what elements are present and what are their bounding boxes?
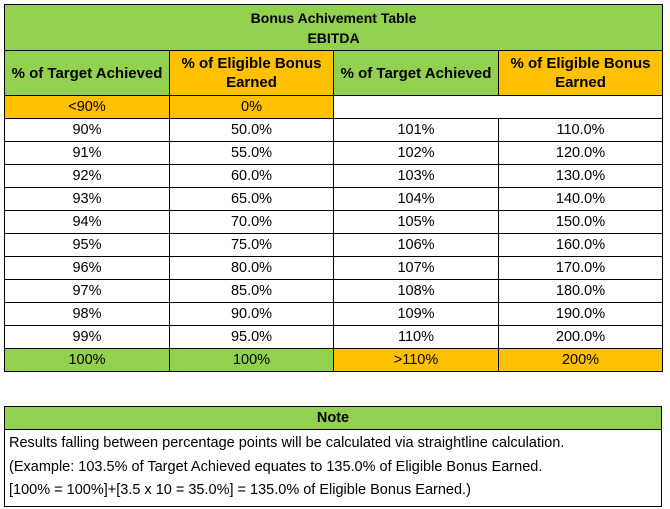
table-row: 99% 95.0% 110% 200.0% xyxy=(4,325,664,349)
cell-target: 101% xyxy=(333,118,499,142)
cell-bonus: 50.0% xyxy=(169,118,334,142)
cell-target: 93% xyxy=(4,187,170,211)
cell-target: 109% xyxy=(333,302,499,326)
cell-target: 104% xyxy=(333,187,499,211)
cell-target: 99% xyxy=(4,325,170,349)
cell-bonus: 80.0% xyxy=(169,256,334,280)
table-row: 94% 70.0% 105% 150.0% xyxy=(4,210,664,234)
cell-bonus: 170.0% xyxy=(497,256,664,280)
cell-bonus: 100% xyxy=(169,348,334,372)
header-bonus-earned-right: % of Eligible Bonus Earned xyxy=(497,50,664,96)
cell-bonus: 95.0% xyxy=(169,325,334,349)
table-row: 91% 55.0% 102% 120.0% xyxy=(4,141,664,165)
cell-bonus: 190.0% xyxy=(497,302,664,326)
table-row: 98% 90.0% 109% 190.0% xyxy=(4,302,664,326)
cell-target: 107% xyxy=(333,256,499,280)
cell-bonus: 55.0% xyxy=(169,141,334,165)
cell-bonus: 180.0% xyxy=(497,279,664,303)
cell-bonus: 90.0% xyxy=(169,302,334,326)
cell-bonus: 120.0% xyxy=(497,141,664,165)
cell-bonus: 65.0% xyxy=(169,187,334,211)
cell-bonus: 70.0% xyxy=(169,210,334,234)
cell-bonus: 150.0% xyxy=(497,210,664,234)
header-target-achieved-right: % of Target Achieved xyxy=(333,50,499,96)
cell-target: 100% xyxy=(4,348,170,372)
cell-target: 97% xyxy=(4,279,170,303)
cell-target: 98% xyxy=(4,302,170,326)
bonus-achievement-table: Bonus Achivement Table EBITDA % of Targe… xyxy=(3,4,664,372)
table-title-cell: Bonus Achivement Table EBITDA xyxy=(3,4,664,51)
table-subtitle: EBITDA xyxy=(307,29,360,46)
cell-bonus: 110.0% xyxy=(497,118,664,142)
cell-bonus: 75.0% xyxy=(169,233,334,257)
table-row: 100% 100% >110% 200% xyxy=(4,348,664,372)
cell-target: 103% xyxy=(333,164,499,188)
table-row: 90% 50.0% 101% 110.0% xyxy=(4,118,664,142)
cell-bonus: 160.0% xyxy=(497,233,664,257)
cell-bonus: 0% xyxy=(169,95,334,119)
note-line: Results falling between percentage point… xyxy=(9,435,565,451)
cell-target: >110% xyxy=(333,348,499,372)
cell-target: 92% xyxy=(4,164,170,188)
note-title: Note xyxy=(4,406,662,430)
table-row: 97% 85.0% 108% 180.0% xyxy=(4,279,664,303)
blank-cell xyxy=(332,95,664,119)
table-title: Bonus Achivement Table xyxy=(250,9,417,26)
cell-target: 110% xyxy=(333,325,499,349)
cell-bonus: 200% xyxy=(497,348,664,372)
table-row: <90% 0% xyxy=(4,95,664,119)
note-line: (Example: 103.5% of Target Achieved equa… xyxy=(9,458,543,475)
table-row: 95% 75.0% 106% 160.0% xyxy=(4,233,664,257)
note-box: Note Results falling between percentage … xyxy=(4,406,662,507)
cell-target: 105% xyxy=(333,210,499,234)
header-bonus-earned-left: % of Eligible Bonus Earned xyxy=(169,50,334,96)
cell-bonus: 200.0% xyxy=(497,325,664,349)
cell-bonus: 140.0% xyxy=(497,187,664,211)
cell-target: <90% xyxy=(4,95,170,119)
cell-target: 102% xyxy=(333,141,499,165)
note-text: Results falling between percentage point… xyxy=(4,429,662,507)
table-row: 93% 65.0% 104% 140.0% xyxy=(4,187,664,211)
cell-bonus: 60.0% xyxy=(169,164,334,188)
cell-target: 108% xyxy=(333,279,499,303)
header-target-achieved-left: % of Target Achieved xyxy=(4,50,170,96)
table-row: 92% 60.0% 103% 130.0% xyxy=(4,164,664,188)
cell-target: 94% xyxy=(4,210,170,234)
cell-target: 91% xyxy=(4,141,170,165)
cell-bonus: 85.0% xyxy=(169,279,334,303)
cell-bonus: 130.0% xyxy=(497,164,664,188)
cell-target: 90% xyxy=(4,118,170,142)
note-line: [100% = 100%]+[3.5 x 10 = 35.0%] = 135.0… xyxy=(9,482,471,498)
cell-target: 95% xyxy=(4,233,170,257)
cell-target: 96% xyxy=(4,256,170,280)
cell-target: 106% xyxy=(333,233,499,257)
table-row: 96% 80.0% 107% 170.0% xyxy=(4,256,664,280)
